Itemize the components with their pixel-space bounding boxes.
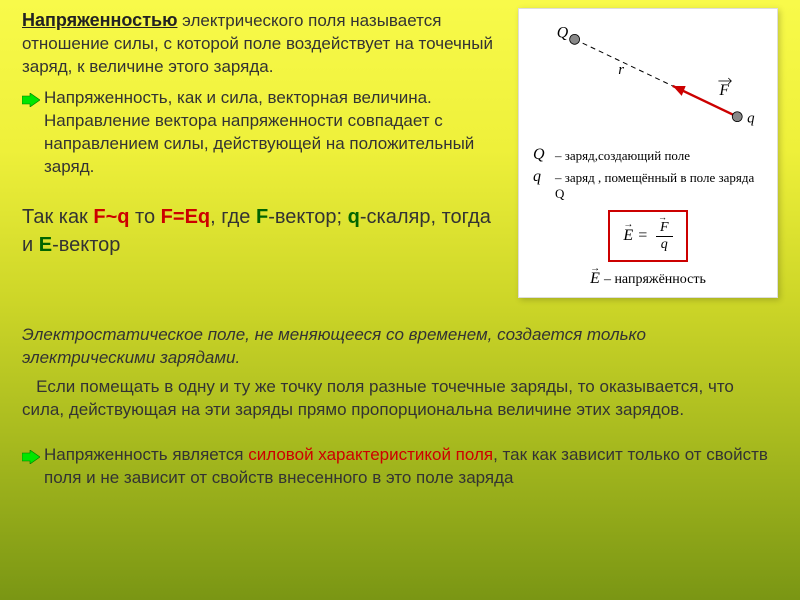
definition-paragraph: Напряженностью электрического поля назыв… (22, 8, 504, 79)
formula-paragraph: Так как F~q то F=Eq, где F-вектор; q-ска… (22, 203, 504, 259)
p6-a: Напряженность является (44, 445, 248, 464)
p3-tail: -вектор (52, 234, 120, 256)
p3-evec: E (39, 234, 52, 256)
physics-slide: Напряженностью электрического поля назыв… (0, 0, 800, 600)
diag-q-label: q (747, 111, 755, 127)
legend-Q-sym: Q (533, 146, 549, 164)
p3-fvec: F (256, 206, 268, 228)
diag-r-label: r (618, 62, 624, 78)
legend-q-text: – заряд , помещённый в поле заряда Q (555, 170, 755, 202)
vector-paragraph: Напряженность, как и сила, векторная вел… (44, 87, 504, 179)
characteristic-paragraph-wrap: Напряженность является силовой характери… (22, 444, 778, 490)
legend-q-sym: q (533, 168, 549, 186)
p3-mid3: -вектор; (268, 206, 347, 228)
term-napryazhennost: Напряженностью (22, 10, 177, 30)
p3-qsc: q (348, 206, 360, 228)
diagram-svg: Q r F q (529, 19, 767, 139)
diag-Q-label: Q (557, 24, 569, 41)
diag-F-label: F (718, 82, 729, 99)
characteristic-paragraph: Напряженность является силовой характери… (44, 444, 778, 490)
electrostatic-note: Электростатическое поле, не меняющееся с… (22, 324, 778, 370)
diag-legend-q: q – заряд , помещённый в поле заряда Q (533, 168, 767, 202)
legend-Q-text: – заряд,создающий поле (555, 148, 690, 164)
p3-lead: Так как (22, 206, 93, 228)
formula-q: q (657, 237, 672, 253)
formula-F: F (660, 220, 669, 235)
field-diagram: Q r F q Q – заряд,создающий поле q (518, 8, 778, 298)
p3-feq: F=Eq (161, 206, 210, 228)
left-text-column: Напряженностью электрического поля назыв… (22, 8, 504, 298)
p3-mid1: то (130, 206, 161, 228)
proportionality-paragraph: Если помещать в одну и ту же точку поля … (22, 376, 778, 422)
p3-mid2: , где (210, 206, 256, 228)
formula-E-eq-F-over-q: → E = → F q (623, 220, 672, 253)
diag-E-caption: → E – напряжённость (529, 270, 767, 288)
bullet-arrow-icon (22, 450, 40, 464)
bullet-arrow-icon (22, 93, 40, 107)
vector-paragraph-wrap: Напряженность, как и сила, векторная вел… (22, 87, 504, 179)
p6-b: силовой характеристикой поля (248, 445, 493, 464)
top-row: Напряженностью электрического поля назыв… (22, 8, 778, 298)
diag-legend-Q: Q – заряд,создающий поле (533, 146, 767, 164)
formula-box: → E = → F q (608, 210, 688, 262)
caption-E-text: – напряжённость (604, 272, 706, 287)
p3-fq: F~q (93, 206, 129, 228)
